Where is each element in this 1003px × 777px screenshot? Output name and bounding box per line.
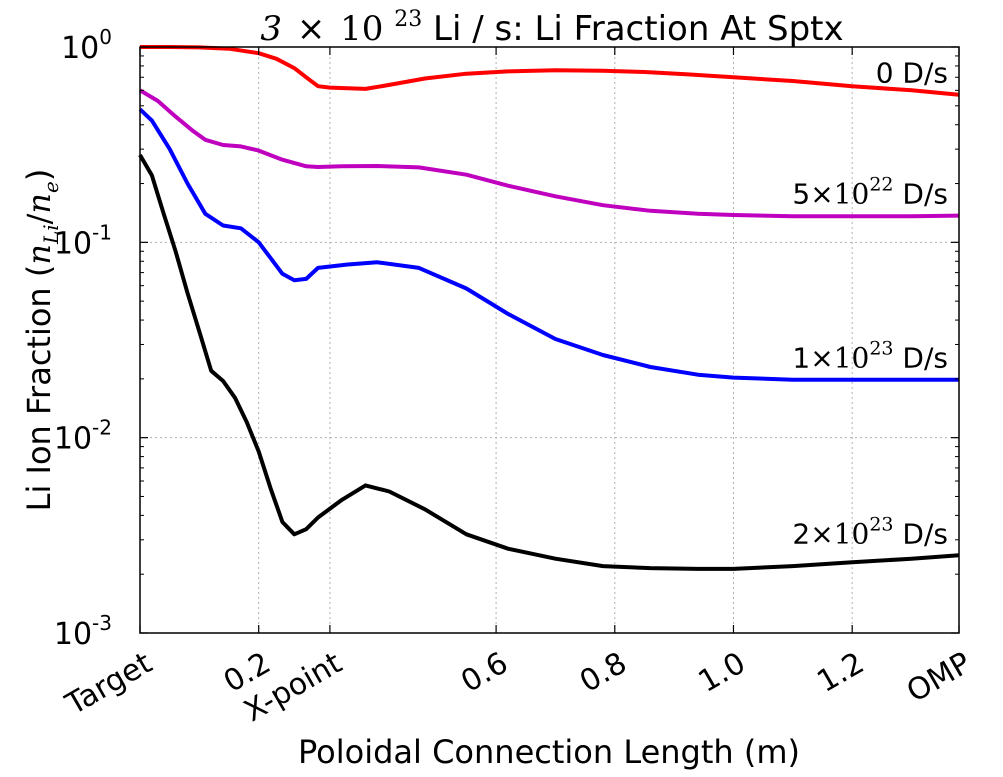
series-label: 5×1022 D/s: [792, 174, 948, 211]
series-annotations: 0 D/s 5×1022 D/s 1×1023 D/s 2×1023 D/s: [792, 57, 948, 551]
x-tick-label: Target: [59, 645, 158, 722]
grid-layer: [140, 47, 959, 633]
title-base: 10: [340, 9, 383, 49]
series-line: [138, 153, 960, 571]
y-label-text: Li Ion Fraction (: [20, 265, 58, 512]
title-rest: Li / s: Li Fraction At Sptx: [433, 9, 844, 49]
y-tick-label: 10-2: [54, 416, 112, 457]
y-label-close: ): [20, 169, 58, 181]
x-ticks: Target 0.2X-point 0.6 0.8 1.0 1.2 OMP: [59, 47, 977, 729]
y-tick-label: 100: [61, 25, 112, 66]
y-ticks: 100 10-1 10-2 10-3: [54, 25, 959, 652]
series-label: 0 D/s: [876, 57, 948, 90]
series-line: [140, 45, 960, 97]
x-tick-label: 1.0: [693, 646, 752, 700]
y-axis-label: Li Ion Fraction (nLi/ne): [20, 169, 63, 512]
y-tick-label: 10-1: [54, 220, 112, 261]
series-label: 2×1023 D/s: [792, 513, 948, 550]
x-tick-label: 0.8: [574, 646, 633, 700]
y-label-slash: /: [20, 213, 58, 224]
series-label: 1×1023 D/s: [792, 338, 948, 375]
y-label-sub1: Li: [39, 224, 63, 245]
x-tick-label: 1.2: [811, 646, 870, 700]
chart-title: 3 × 10 23 Li / s: Li Fraction At Sptx: [260, 0, 843, 49]
series-layer: [138, 45, 960, 571]
y-label-n1: n: [20, 244, 58, 265]
y-label-sub2: e: [39, 181, 63, 193]
plot-frame: [139, 46, 960, 634]
y-tick-label: 10-3: [54, 611, 112, 652]
title-times: ×: [297, 9, 326, 49]
title-exp: 23: [394, 7, 422, 32]
x-tick-label: 0.6: [455, 646, 514, 700]
x-axis-label: Poloidal Connection Length (m): [298, 733, 800, 771]
series-line: [138, 107, 959, 382]
x-tick-label: OMP: [901, 646, 977, 710]
series-line: [138, 88, 960, 219]
y-label-n2: n: [20, 193, 58, 214]
title-prefix: 3: [260, 9, 282, 49]
